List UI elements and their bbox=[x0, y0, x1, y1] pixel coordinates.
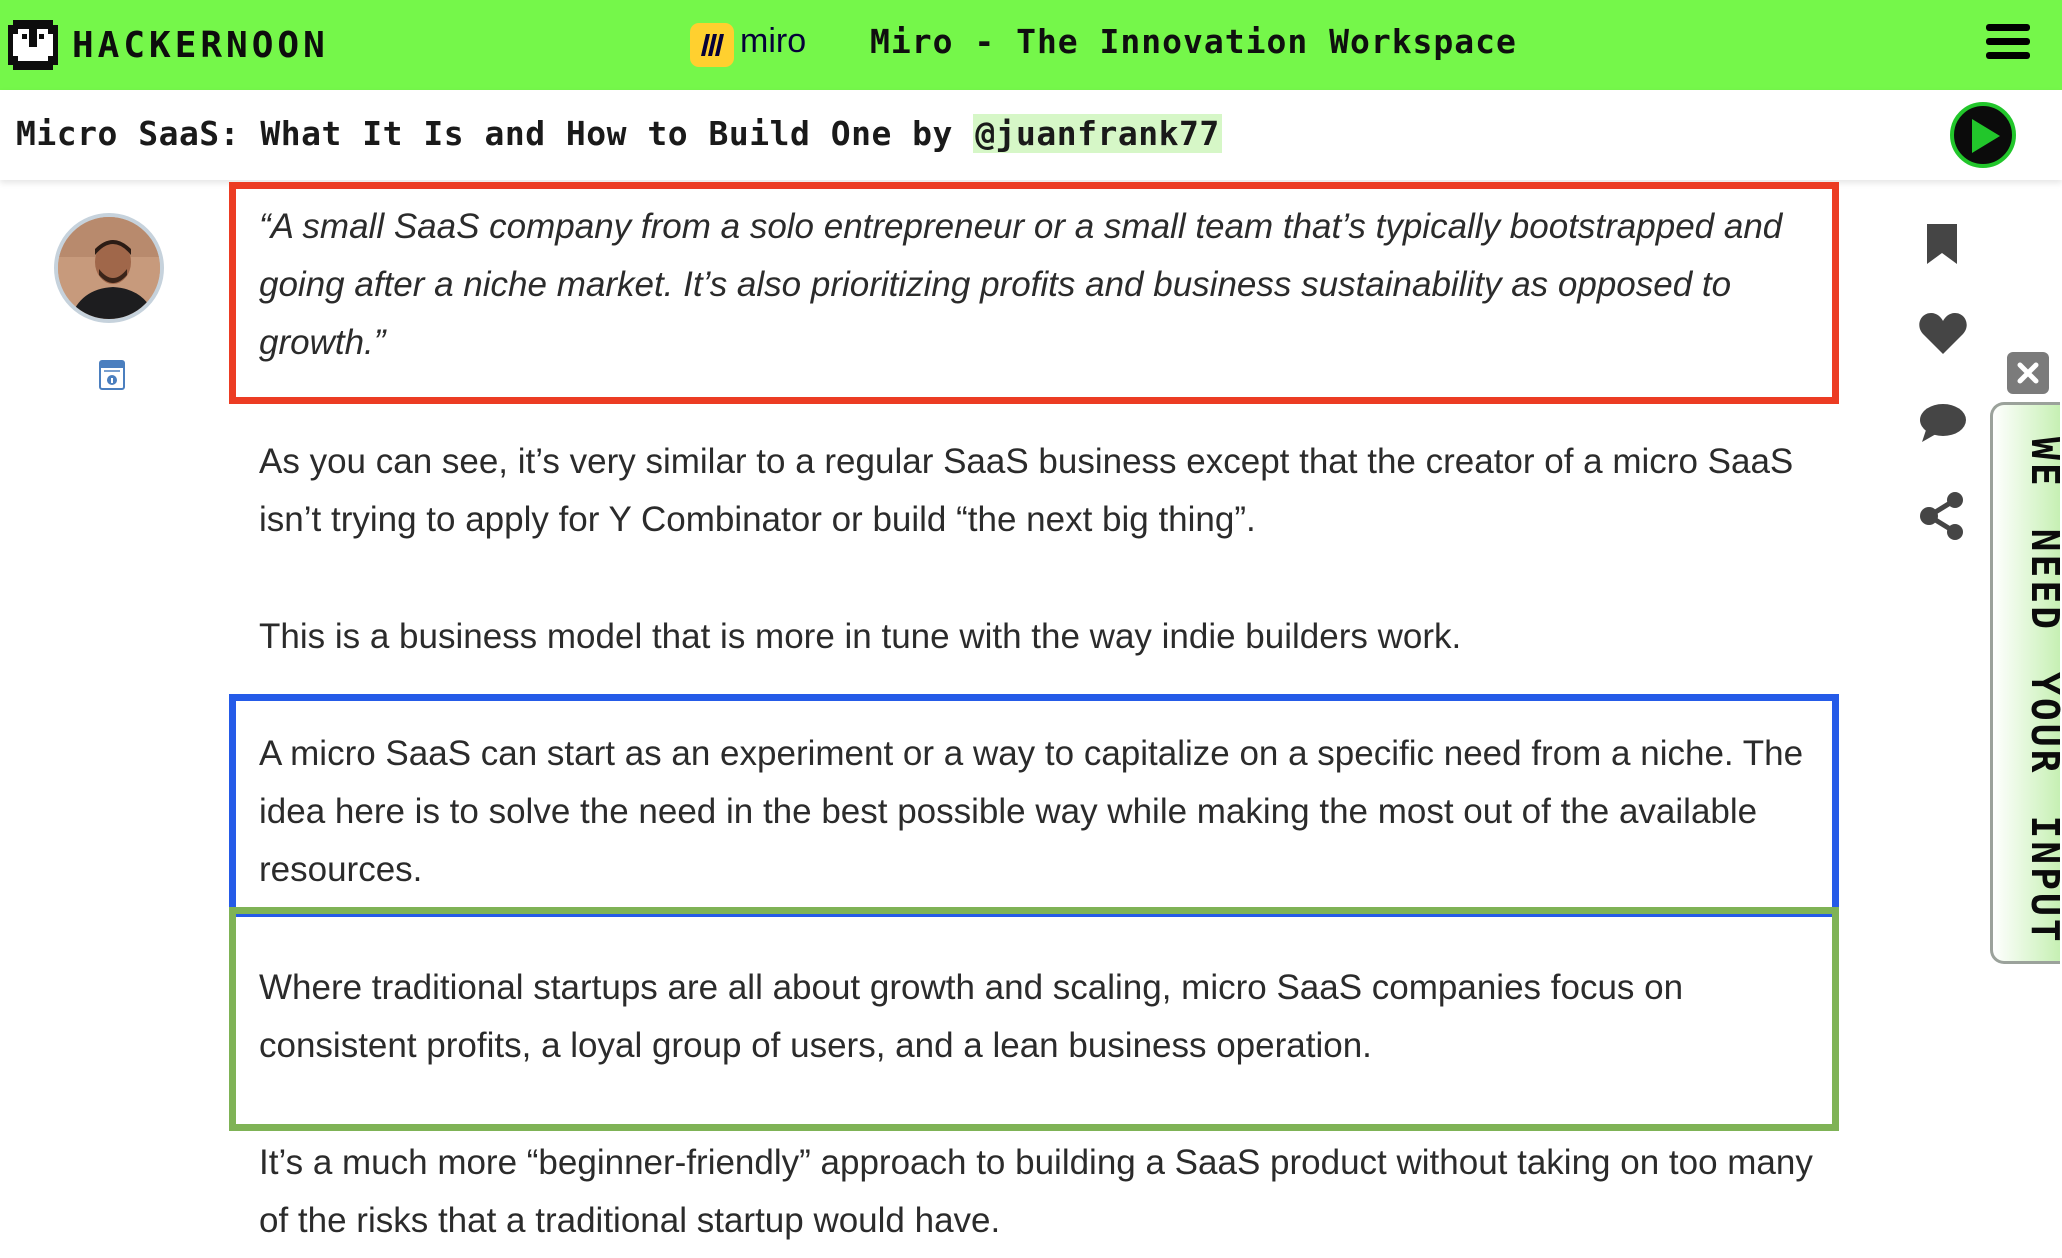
profile-card-icon[interactable] bbox=[99, 360, 125, 394]
paragraph-3: A micro SaaS can start as an experiment … bbox=[259, 734, 1804, 889]
hackernoon-wordmark: HACKERNOON bbox=[72, 24, 329, 66]
feedback-label: WE NEED YOUR INPUT bbox=[2023, 437, 2062, 945]
top-banner: HACKERNOON miro Miro - The Innovation Wo… bbox=[0, 0, 2062, 90]
quote-paragraph: “A small SaaS company from a solo entrep… bbox=[259, 207, 1783, 362]
comment-icon[interactable] bbox=[1918, 402, 1968, 448]
paragraph-1: As you can see, it’s very similar to a r… bbox=[259, 442, 1794, 539]
author-link[interactable]: @juanfrank77 bbox=[973, 114, 1222, 153]
paragraph-5: It’s a much more “beginner-friendly” app… bbox=[259, 1143, 1813, 1240]
hackernoon-logo-icon bbox=[8, 20, 58, 70]
feedback-tab[interactable]: WE NEED YOUR INPUT bbox=[1990, 402, 2062, 964]
sponsor-name[interactable]: miro bbox=[740, 22, 807, 60]
paragraph-2: This is a business model that is more in… bbox=[259, 617, 1462, 656]
heart-icon[interactable] bbox=[1918, 312, 1968, 360]
story-header: Micro SaaS: What It Is and How to Build … bbox=[0, 90, 2062, 180]
sponsor-banner-title[interactable]: Miro - The Innovation Workspace bbox=[870, 22, 1517, 61]
miro-logo-icon[interactable] bbox=[690, 23, 734, 67]
highlight-box-red bbox=[229, 182, 1839, 404]
highlight-box-green bbox=[229, 907, 1839, 1131]
paragraph-4: Where traditional startups are all about… bbox=[259, 968, 1684, 1065]
story-title-text: Micro SaaS: What It Is and How to Build … bbox=[16, 114, 974, 153]
play-icon[interactable] bbox=[1950, 102, 2016, 168]
menu-icon[interactable] bbox=[1986, 24, 2030, 66]
hackernoon-logo[interactable]: HACKERNOON bbox=[8, 18, 329, 72]
share-icon[interactable] bbox=[1918, 490, 1966, 546]
bookmark-icon[interactable] bbox=[1925, 222, 1959, 270]
close-icon[interactable] bbox=[2007, 352, 2049, 394]
author-avatar[interactable] bbox=[54, 213, 164, 323]
story-title: Micro SaaS: What It Is and How to Build … bbox=[16, 114, 1222, 153]
